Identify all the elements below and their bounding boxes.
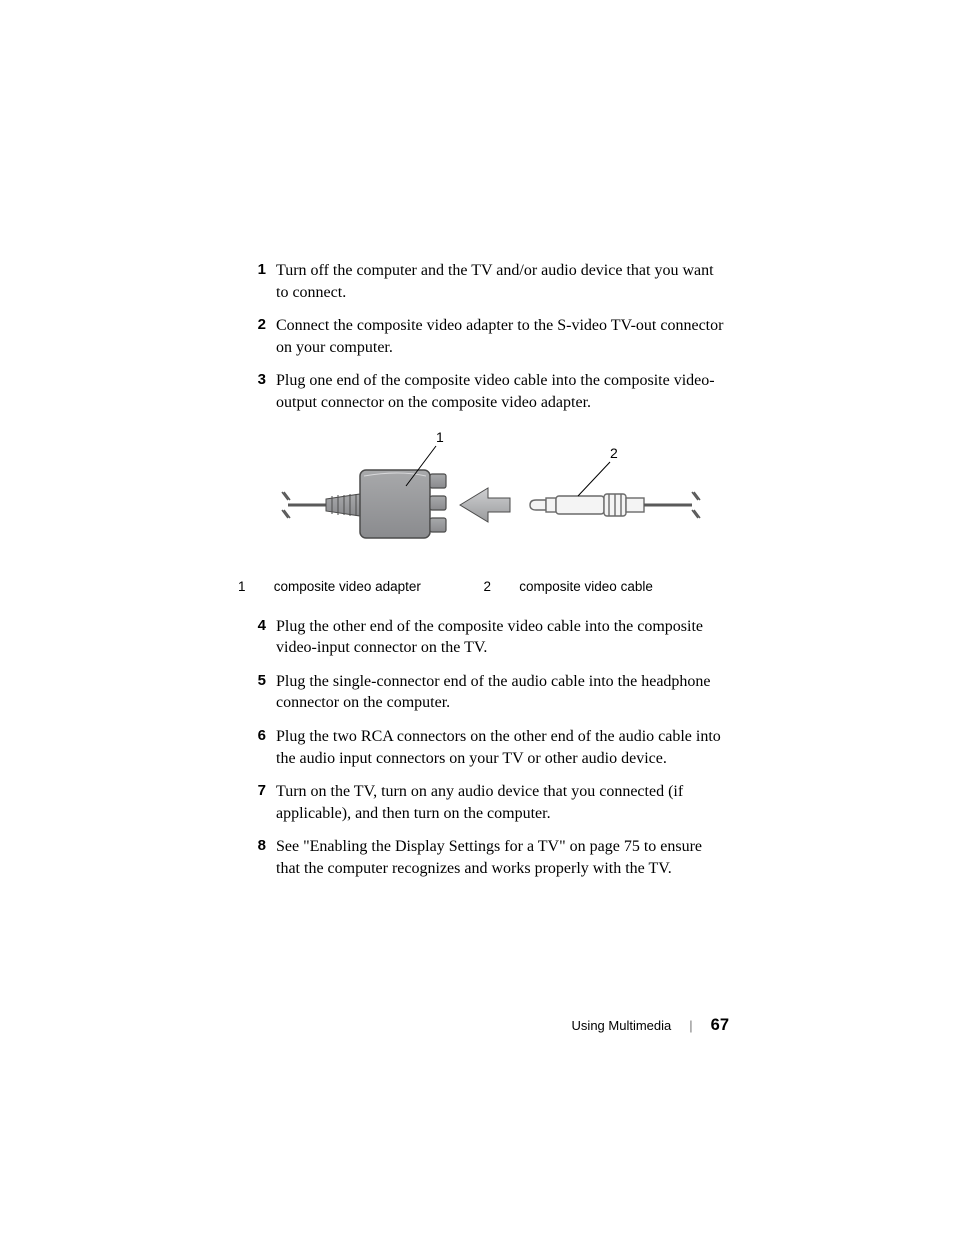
step-number: 3 — [240, 370, 276, 390]
callout-label: composite video cable — [519, 577, 727, 596]
callout-num: 2 — [483, 577, 517, 596]
callout-legend: 1 composite video adapter 2 composite vi… — [236, 575, 729, 598]
step-text: Turn off the computer and the TV and/or … — [276, 260, 729, 303]
callout-number: 1 — [436, 429, 444, 445]
step-number: 4 — [240, 616, 276, 636]
adapter-jacks — [430, 474, 446, 532]
footer-section: Using Multimedia — [572, 1018, 672, 1033]
step-text: Plug the two RCA connectors on the other… — [276, 726, 729, 769]
direction-arrow-icon — [460, 488, 510, 522]
callout-label: composite video adapter — [274, 577, 482, 596]
step: 1 Turn off the computer and the TV and/o… — [240, 260, 729, 303]
step-number: 2 — [240, 315, 276, 335]
step: 5 Plug the single-connector end of the a… — [240, 671, 729, 714]
step-number: 7 — [240, 781, 276, 801]
step-text: Turn on the TV, turn on any audio device… — [276, 781, 729, 824]
break-mark-right — [692, 492, 700, 518]
connector-diagram: 1 2 — [278, 428, 708, 558]
step: 8 See "Enabling the Display Settings for… — [240, 836, 729, 879]
diagram: 1 2 — [278, 428, 729, 563]
step: 7 Turn on the TV, turn on any audio devi… — [240, 781, 729, 824]
callout-number: 2 — [610, 445, 618, 461]
step: 4 Plug the other end of the composite vi… — [240, 616, 729, 659]
step-number: 1 — [240, 260, 276, 280]
callout-num: 1 — [238, 577, 272, 596]
steps-list-top: 1 Turn off the computer and the TV and/o… — [240, 260, 729, 414]
step-text: See "Enabling the Display Settings for a… — [276, 836, 729, 879]
page-number: 67 — [711, 1016, 729, 1035]
step-text: Plug the other end of the composite vide… — [276, 616, 729, 659]
step-number: 5 — [240, 671, 276, 691]
step-text: Connect the composite video adapter to t… — [276, 315, 729, 358]
adapter-strain-relief — [326, 494, 360, 516]
footer-separator: | — [689, 1018, 692, 1033]
step: 2 Connect the composite video adapter to… — [240, 315, 729, 358]
step: 6 Plug the two RCA connectors on the oth… — [240, 726, 729, 769]
step-text: Plug one end of the composite video cabl… — [276, 370, 729, 413]
steps-list-bottom: 4 Plug the other end of the composite vi… — [240, 616, 729, 880]
page-footer: Using Multimedia | 67 — [572, 1016, 729, 1035]
step-text: Plug the single-connector end of the aud… — [276, 671, 729, 714]
step: 3 Plug one end of the composite video ca… — [240, 370, 729, 413]
adapter-body — [360, 470, 430, 538]
cable — [530, 494, 692, 516]
step-number: 6 — [240, 726, 276, 746]
step-number: 8 — [240, 836, 276, 856]
page: 1 Turn off the computer and the TV and/o… — [0, 0, 954, 1235]
